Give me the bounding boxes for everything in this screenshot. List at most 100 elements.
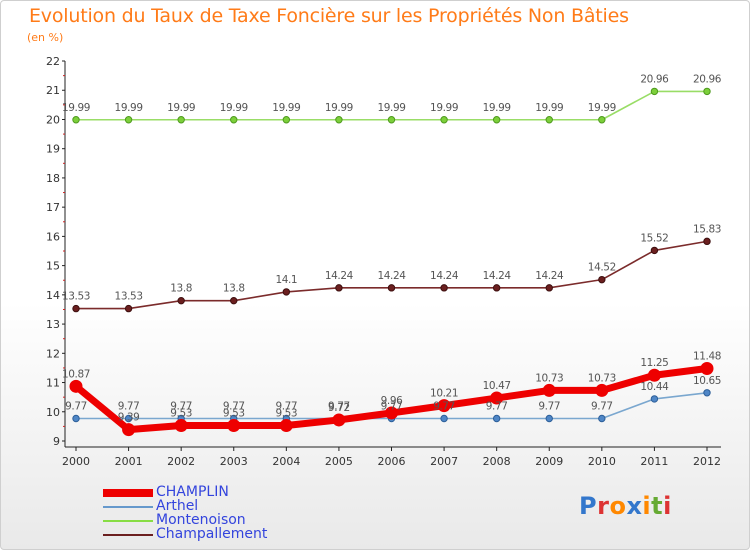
- data-label-champallement: 14.24: [377, 270, 406, 282]
- data-point-montenoison: [545, 116, 553, 124]
- y-tick-label: 10: [46, 406, 60, 419]
- x-tick-label: 2008: [483, 455, 511, 468]
- data-label-arthel: 9.77: [223, 400, 245, 412]
- data-label-champallement: 14.24: [483, 270, 512, 282]
- y-tick-label: 18: [46, 172, 60, 185]
- x-tick-label: 2010: [588, 455, 616, 468]
- data-label-champallement: 14.52: [588, 262, 616, 274]
- x-tick-label: 2011: [640, 455, 668, 468]
- data-label-montenoison: 19.99: [220, 102, 248, 114]
- data-label-arthel: 9.77: [170, 400, 192, 412]
- data-point-champlin: [595, 383, 609, 397]
- legend-label: Champallement: [156, 526, 268, 542]
- x-tick-label: 2007: [430, 455, 458, 468]
- legend-swatch: [103, 489, 153, 497]
- legend-label: CHAMPLIN: [156, 484, 229, 500]
- data-label-montenoison: 19.99: [325, 102, 353, 114]
- data-point-champlin: [490, 391, 504, 405]
- data-point-montenoison: [124, 116, 133, 124]
- data-point-champlin: [279, 419, 293, 433]
- data-label-champallement: 14.24: [430, 270, 459, 282]
- legend-swatch: [103, 506, 153, 508]
- y-tick-label: 9: [53, 435, 60, 448]
- data-point-arthel: [72, 414, 80, 423]
- x-tick-label: 2000: [62, 455, 90, 468]
- data-label-champallement: 13.8: [170, 283, 192, 295]
- y-tick-label: 15: [46, 260, 60, 273]
- data-label-champlin: 9.39: [118, 412, 140, 424]
- y-tick-label: 20: [46, 113, 60, 126]
- data-label-champlin: 9.96: [381, 395, 403, 407]
- data-label-champallement: 14.24: [325, 270, 354, 282]
- data-point-montenoison: [282, 116, 291, 124]
- data-point-montenoison: [440, 116, 448, 124]
- data-point-montenoison: [492, 116, 501, 124]
- data-point-champallement: [440, 284, 448, 292]
- x-tick-label: 2004: [272, 455, 300, 468]
- data-point-champallement: [124, 304, 133, 313]
- data-point-champallement: [545, 284, 553, 292]
- y-tick-label: 11: [46, 377, 60, 390]
- y-tick-label: 13: [46, 318, 60, 331]
- data-point-arthel: [124, 414, 133, 423]
- y-tick-label: 21: [46, 84, 60, 97]
- data-point-champallement: [650, 246, 659, 255]
- legend-label: Arthel: [156, 498, 199, 514]
- data-point-montenoison: [230, 116, 238, 124]
- y-tick-label: 22: [46, 55, 60, 68]
- data-point-montenoison: [703, 87, 711, 96]
- data-label-champlin: 11.48: [693, 351, 721, 363]
- data-label-arthel: 9.77: [275, 400, 297, 412]
- data-point-champlin: [437, 399, 451, 413]
- data-point-champallement: [335, 284, 343, 292]
- data-label-arthel: 9.77: [118, 400, 140, 412]
- data-point-champlin: [647, 368, 661, 382]
- data-label-montenoison: 19.99: [483, 102, 511, 114]
- data-label-champlin: 10.87: [62, 368, 90, 380]
- data-label-montenoison: 19.99: [167, 102, 195, 114]
- data-point-champallement: [177, 296, 185, 305]
- data-label-champallement: 15.52: [640, 232, 668, 244]
- data-point-champlin: [227, 419, 241, 433]
- data-label-champlin: 9.53: [170, 408, 192, 420]
- data-point-champallement: [230, 296, 238, 305]
- data-point-champlin: [122, 423, 136, 437]
- data-label-arthel: 9.77: [591, 400, 613, 412]
- data-point-champlin: [542, 383, 556, 397]
- data-point-champallement: [72, 304, 80, 313]
- data-label-montenoison: 20.96: [693, 73, 722, 85]
- data-label-champlin: 10.47: [483, 380, 511, 392]
- data-label-arthel: 9.77: [538, 400, 560, 412]
- data-label-champlin: 9.53: [275, 408, 297, 420]
- data-point-montenoison: [72, 116, 80, 124]
- x-tick-label: 2002: [167, 455, 195, 468]
- data-label-champallement: 13.8: [223, 283, 245, 295]
- data-point-montenoison: [335, 116, 343, 124]
- data-point-champallement: [492, 284, 501, 292]
- data-label-champallement: 13.53: [115, 291, 143, 303]
- data-point-montenoison: [650, 87, 659, 96]
- data-point-montenoison: [387, 116, 396, 124]
- data-point-arthel: [545, 414, 553, 423]
- data-point-champlin: [69, 379, 83, 393]
- data-point-arthel: [650, 395, 659, 403]
- x-tick-label: 2009: [535, 455, 563, 468]
- data-label-champlin: 9.72: [328, 402, 350, 414]
- data-label-arthel: 9.77: [65, 400, 87, 412]
- y-tick-label: 17: [46, 201, 60, 214]
- x-tick-label: 2006: [378, 455, 406, 468]
- data-label-montenoison: 19.99: [588, 102, 616, 114]
- data-point-champlin: [385, 406, 398, 420]
- data-label-champlin: 9.53: [223, 408, 245, 420]
- chart-title: Evolution du Taux de Taxe Foncière sur l…: [29, 5, 629, 27]
- y-tick-label: 14: [46, 289, 60, 302]
- data-point-champallement: [387, 284, 396, 292]
- data-label-arthel: 9.77: [433, 400, 455, 412]
- y-tick-label: 16: [46, 230, 60, 243]
- x-tick-label: 2003: [220, 455, 248, 468]
- data-label-arthel: 9.77: [381, 400, 403, 412]
- y-tick-label: 12: [46, 347, 60, 360]
- data-point-arthel: [440, 414, 448, 423]
- proxiti-logo: Proxiti: [579, 492, 672, 520]
